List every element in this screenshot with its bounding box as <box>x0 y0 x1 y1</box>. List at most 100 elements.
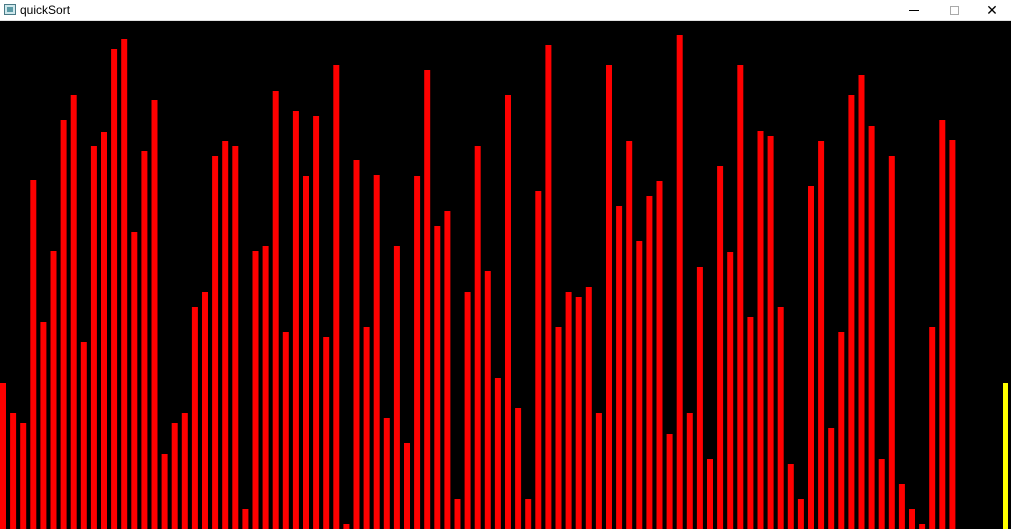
bar <box>595 413 602 529</box>
bar <box>797 499 804 529</box>
bar <box>838 332 845 529</box>
maximize-icon <box>949 6 959 15</box>
bar <box>636 241 643 529</box>
bar <box>525 499 532 529</box>
bar <box>777 307 784 529</box>
bar <box>161 454 168 529</box>
bar <box>141 151 148 529</box>
bar <box>808 186 814 529</box>
app-window-icon <box>4 4 16 15</box>
bar <box>727 252 734 529</box>
bar <box>353 160 360 529</box>
bar <box>787 464 794 529</box>
bar <box>333 65 340 529</box>
bar <box>464 292 471 529</box>
bar <box>262 246 269 529</box>
bar <box>767 136 774 529</box>
bar <box>888 156 895 529</box>
bar <box>666 434 673 529</box>
bar <box>656 181 663 529</box>
bar <box>515 408 522 529</box>
maximize-button[interactable] <box>934 0 974 21</box>
bar <box>565 292 572 529</box>
bar <box>313 116 320 529</box>
bar <box>848 95 855 529</box>
bar <box>50 251 57 529</box>
bar <box>60 120 67 529</box>
minimize-icon <box>909 10 919 11</box>
bar <box>717 166 724 529</box>
bar <box>929 327 936 529</box>
bar <box>686 413 693 529</box>
bar <box>484 271 491 529</box>
bar <box>393 246 400 529</box>
bar <box>20 423 27 529</box>
bar <box>828 428 835 529</box>
bar <box>585 287 592 529</box>
bar <box>868 126 875 529</box>
bar <box>626 141 633 529</box>
bar <box>191 307 198 529</box>
bar <box>454 499 461 529</box>
bar <box>10 413 17 529</box>
bar <box>404 443 410 529</box>
bar <box>575 297 582 529</box>
bar <box>919 524 926 529</box>
bar <box>131 232 138 529</box>
bar <box>878 459 885 529</box>
highlighted-bar <box>1003 383 1008 529</box>
bar <box>30 180 37 529</box>
bar <box>818 141 825 529</box>
bar <box>494 378 501 529</box>
window-title: quickSort <box>20 3 71 17</box>
bar-chart <box>0 35 1008 529</box>
bar <box>343 524 350 529</box>
bar <box>212 156 219 529</box>
bar <box>171 423 178 529</box>
bar <box>40 322 47 529</box>
bar <box>474 146 481 529</box>
bar <box>222 141 229 529</box>
bar <box>252 251 259 529</box>
bar <box>383 418 390 529</box>
bar <box>909 509 915 529</box>
bar <box>737 65 744 529</box>
bar <box>323 337 330 529</box>
title-bar[interactable]: quickSort ✕ <box>0 0 1011 21</box>
bar <box>282 332 289 529</box>
bar <box>545 45 552 529</box>
bar <box>555 327 562 529</box>
bar <box>434 226 441 529</box>
bar <box>90 146 97 529</box>
bar <box>232 146 239 529</box>
bar <box>949 140 956 529</box>
bar <box>606 65 612 529</box>
bar <box>696 267 703 529</box>
bar <box>414 176 421 529</box>
close-button[interactable]: ✕ <box>972 0 1011 21</box>
bar <box>757 131 764 529</box>
bar <box>303 176 309 529</box>
bar <box>616 206 623 529</box>
minimize-button[interactable] <box>894 0 934 21</box>
bar <box>676 35 683 529</box>
bar <box>363 327 370 529</box>
bar <box>939 120 946 529</box>
bar <box>70 95 77 529</box>
bar <box>272 91 279 529</box>
bar <box>373 175 380 529</box>
bar <box>292 111 299 529</box>
bar <box>747 317 754 529</box>
bar <box>535 191 542 529</box>
bar <box>121 39 128 529</box>
bar <box>646 196 653 529</box>
bar <box>181 413 188 529</box>
bar <box>505 95 511 529</box>
sort-visualization-canvas <box>0 21 1011 529</box>
bar <box>101 132 107 529</box>
bar <box>0 383 6 529</box>
bar <box>242 509 249 529</box>
bar <box>707 459 713 529</box>
bar <box>424 70 431 529</box>
